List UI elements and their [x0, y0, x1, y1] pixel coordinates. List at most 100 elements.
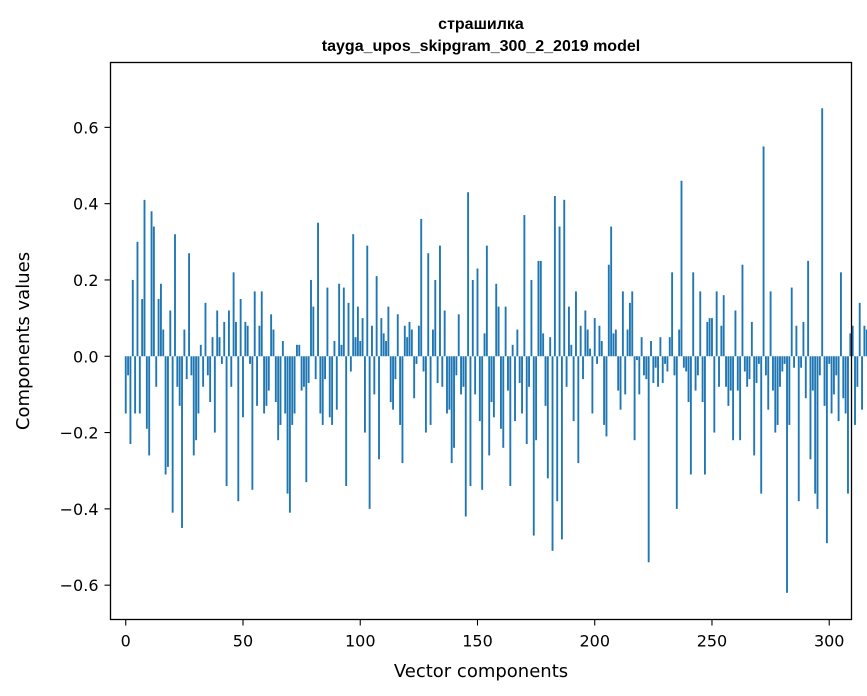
bar — [652, 356, 655, 383]
bar — [270, 314, 273, 357]
bar — [378, 356, 380, 460]
bar — [811, 356, 814, 391]
bar — [603, 356, 606, 425]
bar — [185, 356, 188, 380]
bar — [333, 341, 336, 357]
bar — [410, 329, 413, 357]
bar — [455, 356, 458, 376]
bar — [462, 356, 465, 387]
bar — [586, 329, 589, 357]
bar — [767, 356, 770, 410]
bar — [385, 341, 387, 357]
bar — [645, 356, 648, 380]
bar — [288, 356, 291, 513]
bar — [504, 306, 507, 357]
bar — [516, 329, 519, 357]
bar — [312, 306, 315, 357]
bar — [764, 356, 767, 376]
bar — [303, 356, 305, 387]
bar — [260, 291, 263, 357]
bar — [319, 356, 322, 414]
bar — [150, 211, 153, 357]
bar — [359, 341, 362, 357]
bar — [188, 253, 190, 357]
bar — [612, 333, 615, 357]
bar — [225, 356, 228, 486]
bar — [781, 356, 784, 372]
bar — [572, 356, 575, 422]
bar — [706, 321, 709, 357]
bar — [192, 356, 195, 456]
bar — [148, 356, 151, 456]
bar — [162, 329, 165, 357]
bar — [549, 337, 552, 357]
bar — [828, 356, 831, 364]
bar — [178, 356, 181, 406]
bar — [614, 329, 617, 357]
bar — [671, 272, 674, 357]
y-axis-label: Components values — [13, 252, 34, 430]
bar — [804, 356, 807, 399]
bar — [633, 356, 636, 441]
bar — [251, 356, 254, 490]
bar — [281, 341, 284, 357]
bar — [851, 325, 854, 357]
bar — [195, 356, 198, 441]
bar — [497, 306, 500, 357]
bar — [483, 333, 486, 357]
bar — [202, 356, 205, 387]
bar — [657, 356, 659, 387]
bar — [535, 356, 538, 441]
bar — [127, 356, 130, 376]
bar — [746, 356, 749, 387]
bar — [523, 215, 526, 357]
bar — [366, 245, 369, 357]
bar — [617, 356, 620, 391]
bar — [326, 287, 329, 357]
plot-frame — [109, 61, 853, 621]
bar — [324, 356, 326, 380]
bar — [373, 356, 376, 395]
bar — [298, 344, 301, 357]
bar — [181, 356, 183, 528]
bar — [711, 318, 713, 357]
bar — [485, 245, 488, 357]
bar — [722, 295, 725, 357]
bar — [821, 108, 824, 357]
bar — [136, 241, 139, 357]
bar — [464, 356, 467, 517]
bar — [274, 356, 277, 403]
bar — [560, 356, 563, 540]
bar — [167, 356, 169, 467]
bar — [610, 226, 613, 357]
bar — [631, 291, 634, 357]
bar — [286, 356, 289, 494]
bar — [699, 291, 702, 357]
bar — [694, 356, 697, 391]
bar — [570, 344, 573, 357]
bar — [823, 356, 826, 406]
bar — [507, 356, 509, 391]
y-tick-label: 0.0 — [73, 347, 98, 366]
x-tick-label: 150 — [462, 632, 493, 651]
bar — [605, 356, 608, 437]
bar — [661, 356, 664, 383]
bar — [368, 356, 371, 509]
bar — [539, 260, 542, 357]
bar — [774, 356, 777, 433]
chart-title: страшилка — [438, 16, 524, 33]
bar — [802, 321, 805, 357]
bar — [563, 199, 566, 357]
bar — [593, 318, 596, 357]
bar — [265, 356, 268, 406]
bar — [401, 356, 404, 464]
bar — [345, 356, 348, 486]
bar — [471, 279, 474, 357]
bar — [741, 264, 744, 357]
bar — [481, 356, 484, 490]
bar — [725, 356, 727, 387]
bar — [736, 356, 739, 391]
bar — [842, 356, 845, 399]
bar — [713, 356, 716, 433]
x-tick-label: 250 — [697, 632, 728, 651]
